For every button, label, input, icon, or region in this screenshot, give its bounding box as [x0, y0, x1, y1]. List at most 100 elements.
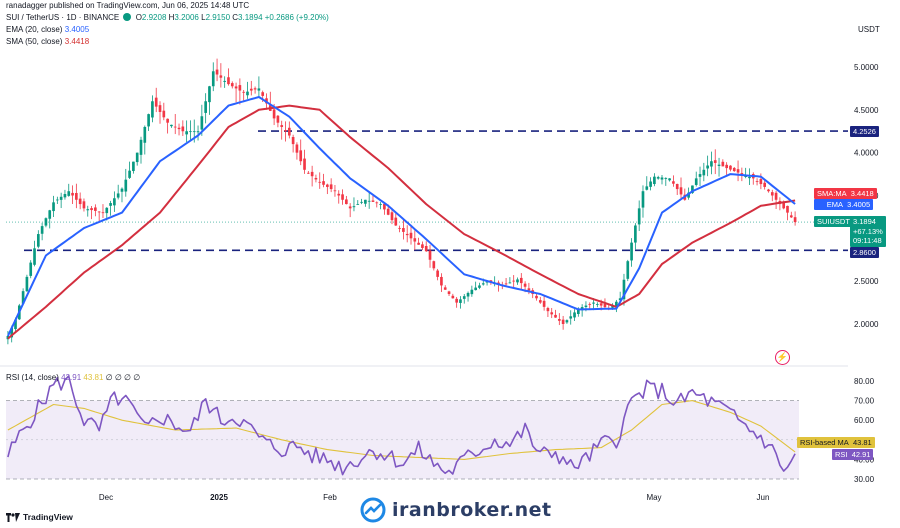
- candle-body: [234, 86, 238, 89]
- sma-price-tag: SMA:MA 3.4418: [814, 188, 877, 199]
- candle-body: [409, 232, 413, 239]
- rsi-legend[interactable]: RSI (14, close) 42.91 43.81 ∅ ∅ ∅ ∅: [6, 373, 141, 382]
- candle-body: [356, 204, 360, 205]
- candle-body: [569, 316, 573, 319]
- candle-body: [310, 171, 314, 177]
- candle-body: [592, 302, 595, 304]
- price-axis-tick: 4.5000: [854, 106, 879, 115]
- candle-body: [656, 177, 660, 179]
- candle-body: [538, 300, 542, 303]
- candle-body: [14, 319, 17, 330]
- candle-body: [402, 228, 405, 232]
- tradingview-logo[interactable]: TradingView: [6, 512, 73, 522]
- candle-body: [166, 118, 169, 123]
- candle-body: [740, 173, 744, 175]
- candle-body: [215, 69, 219, 75]
- candle-body: [588, 304, 592, 305]
- candle-body: [417, 242, 420, 245]
- candle-body: [128, 170, 131, 178]
- candle-body: [379, 204, 382, 205]
- candle-body: [383, 203, 386, 210]
- candle-body: [763, 182, 767, 187]
- candle-body: [105, 207, 109, 214]
- candle-body: [63, 194, 67, 198]
- candle-body: [436, 270, 439, 277]
- candle-body: [303, 158, 306, 170]
- candle-body: [481, 283, 485, 285]
- candle-body: [90, 208, 93, 211]
- ema-20-line: [6, 96, 796, 337]
- candle-body: [185, 131, 188, 135]
- candle-body: [691, 185, 694, 194]
- candle-body: [352, 206, 356, 208]
- candle-body: [710, 161, 713, 167]
- candle-body: [364, 199, 367, 204]
- candle-body: [314, 177, 318, 180]
- candle-body: [782, 202, 786, 209]
- candle-body: [732, 167, 736, 172]
- candle-body: [94, 207, 97, 211]
- price-axis-tick: 4.0000: [854, 149, 879, 158]
- resistance-price-tag: 4.2526: [850, 126, 879, 137]
- candle-body: [170, 124, 173, 127]
- candle-body: [223, 80, 226, 82]
- tradingview-logo-icon: [6, 512, 20, 522]
- high-value: 3.2006: [174, 13, 199, 22]
- candle-body: [687, 192, 690, 198]
- candle-body: [759, 179, 763, 185]
- candle-body: [523, 283, 527, 287]
- candle-body: [196, 131, 200, 133]
- ema-legend[interactable]: EMA (20, close) 3.4005: [6, 25, 90, 34]
- candle-body: [599, 303, 603, 306]
- symbol-title[interactable]: SUI / TetherUS · 1D · BINANCE: [6, 13, 120, 22]
- candle-body: [371, 200, 375, 202]
- candle-body: [459, 299, 462, 303]
- candle-body: [181, 126, 185, 132]
- candle-body: [793, 217, 797, 223]
- time-axis-label: May: [646, 493, 661, 502]
- lightning-icon[interactable]: ⚡: [775, 350, 790, 365]
- candle-body: [596, 304, 599, 305]
- candle-body: [637, 208, 641, 225]
- sma-legend-value: 3.4418: [64, 37, 90, 46]
- candle-body: [645, 186, 649, 190]
- candle-body: [462, 296, 466, 299]
- candle-body: [189, 131, 192, 133]
- candle-body: [295, 144, 299, 153]
- candle-body: [554, 314, 557, 318]
- publisher-line: ranadagger published on TradingView.com,…: [6, 1, 250, 10]
- candle-body: [443, 287, 447, 290]
- candle-body: [230, 83, 234, 87]
- candle-body: [287, 127, 291, 136]
- candle-body: [299, 150, 303, 162]
- candle-body: [306, 172, 310, 174]
- sma-50-line: [7, 104, 796, 340]
- candle-body: [253, 88, 257, 90]
- candle-body: [630, 242, 633, 261]
- candle-body: [675, 183, 679, 190]
- ema-price-tag: EMA 3.4005: [814, 199, 874, 210]
- candle-body: [474, 287, 477, 291]
- rsi-tag: RSI 42.91: [832, 449, 874, 460]
- candle-body: [729, 165, 732, 170]
- candle-body: [584, 305, 588, 308]
- candle-body: [512, 280, 516, 282]
- candle-body: [71, 192, 74, 196]
- symbol-ohlc-line: SUI / TetherUS · 1D · BINANCE O2.9208 H3…: [6, 13, 329, 22]
- candle-body: [21, 291, 25, 304]
- rsi-ma-legend-value: 43.81: [83, 373, 104, 382]
- candle-body: [208, 86, 211, 103]
- rsi-axis-tick: 30.00: [854, 475, 875, 484]
- candle-body: [770, 192, 774, 196]
- candle-body: [246, 91, 249, 96]
- candle-body: [291, 137, 295, 145]
- candle-body: [664, 177, 668, 179]
- candle-body: [329, 184, 333, 190]
- sma-legend[interactable]: SMA (50, close) 3.4418: [6, 37, 90, 46]
- candle-body: [451, 295, 455, 299]
- currency-label[interactable]: USDT: [858, 25, 880, 34]
- candle-body: [211, 71, 215, 87]
- candle-body: [672, 181, 675, 184]
- rsi-legend-value: 42.91: [61, 373, 82, 382]
